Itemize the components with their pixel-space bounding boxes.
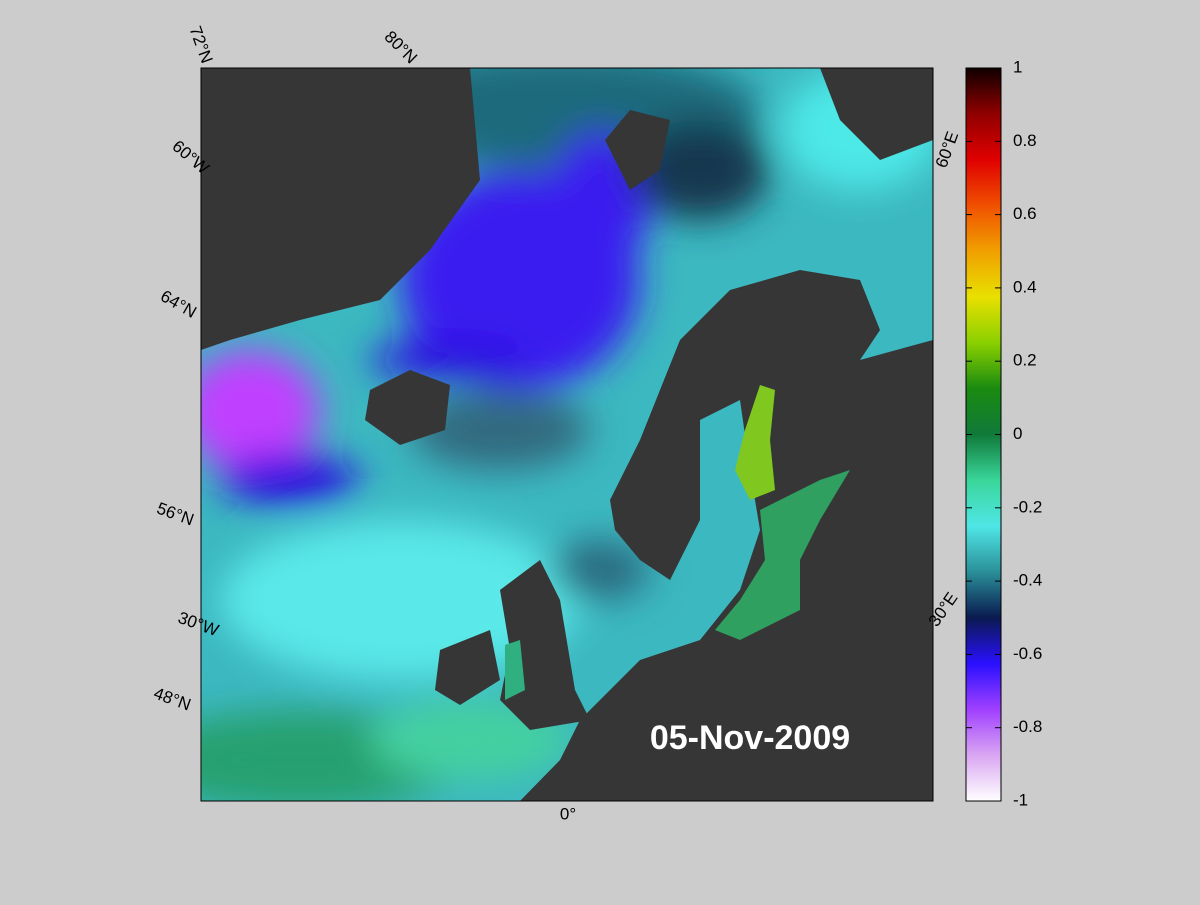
date-label: 05-Nov-2009: [650, 719, 850, 757]
colorbar-tick-label: 1: [1013, 57, 1022, 76]
colorbar-tick-label: 0: [1013, 424, 1022, 443]
graticule-label: 0°: [560, 804, 576, 823]
colorbar-tick-label: 0.6: [1013, 204, 1037, 223]
colorbar-tick-label: 0.4: [1013, 277, 1037, 296]
colorbar-ticks: -1 -0.8 -0.6 -0.4 -0.2 0 0.2 0.4 0.6 0.8 1: [966, 57, 1042, 809]
colorbar-tick-label: 0.8: [1013, 131, 1037, 150]
colorbar-tick-label: -0.8: [1013, 717, 1042, 736]
inland-seas: [505, 385, 850, 700]
colorbar-tick-label: -0.6: [1013, 644, 1042, 663]
colorbar-tick-label: -0.4: [1013, 571, 1042, 590]
colorbar-tick-label: -1: [1013, 790, 1028, 809]
map-frame: [200, 67, 934, 802]
colorbar-tick-label: 0.2: [1013, 351, 1037, 370]
map: [201, 68, 933, 801]
colorbar-tick-label: -0.2: [1013, 497, 1042, 516]
